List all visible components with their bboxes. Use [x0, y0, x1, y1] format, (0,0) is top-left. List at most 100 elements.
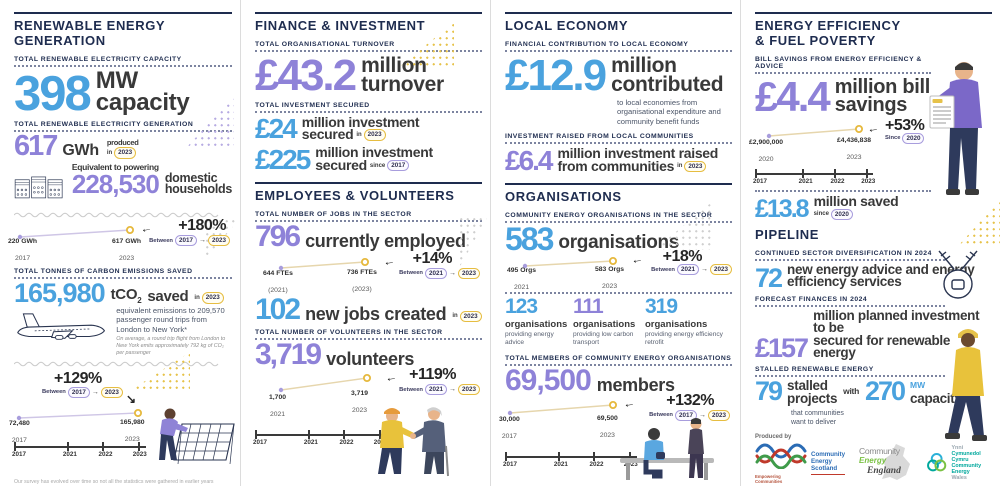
divider — [255, 110, 482, 113]
stat-description: providing low carbon transport — [573, 330, 634, 347]
stat-unit: organisations — [573, 318, 636, 330]
section-title: FINANCE & INVESTMENT — [255, 18, 426, 33]
stat-unit: tCO2 — [110, 285, 142, 305]
point-value: 1,700 — [269, 393, 287, 401]
trend-line — [16, 408, 143, 420]
arrow-icon: → — [198, 237, 206, 245]
stat-unit: million investment — [315, 144, 433, 161]
stat-unit: MW capacity — [95, 66, 190, 116]
stat-unit: million contributed — [611, 53, 724, 97]
column-renewable-energy-generation: RENEWABLE ENERGY GENERATION TOTAL RENEWA… — [0, 0, 240, 486]
axis-year: 2017 — [253, 439, 268, 447]
stat-value-invest-since: £225 — [255, 144, 311, 176]
logo-text: Community — [811, 450, 846, 458]
point-value: 644 FTEs — [263, 269, 293, 277]
divider — [505, 291, 732, 294]
logo-text: Energy — [859, 455, 887, 465]
year-badge: 2017 — [674, 409, 697, 421]
worker-in-yellow-illustration — [945, 328, 987, 441]
year-badge: 2021 — [676, 263, 699, 276]
stat-label: TOTAL MEMBERS OF COMMUNITY ENERGY ORGANI… — [505, 354, 732, 362]
divider — [755, 12, 992, 14]
buildings-icon — [14, 176, 63, 199]
axis-year: 2021 — [553, 461, 568, 469]
divider — [505, 363, 732, 366]
point-year: 2023 — [124, 435, 140, 443]
stat-unit: GWh — [62, 142, 99, 160]
transformer-icon — [938, 250, 978, 299]
stat-value: 319 — [645, 294, 678, 318]
footnote-text: On average, a round trip flight from Lon… — [116, 336, 226, 356]
breakdown-item: 111 organisations providing low carbon t… — [573, 294, 637, 348]
axis-year: 2022 — [830, 178, 845, 186]
partner-logos: Empowering Communities Community Energy … — [755, 443, 992, 484]
stat-value: 123 — [505, 294, 538, 318]
point-value: 220 GWh — [8, 237, 38, 245]
stat-value-services: 72 — [755, 262, 783, 293]
survey-footnote: Our survey has evolved over time so not … — [14, 478, 214, 485]
trend-chart-generation: 220 GWh 2017 617 GWh 2023 ← +180% Between … — [8, 217, 232, 262]
arrow-icon: ← — [629, 251, 645, 267]
arrow-icon: ← — [865, 119, 881, 136]
arrow-icon: ← — [138, 219, 154, 236]
point-year: (2021) — [268, 286, 288, 294]
percent-change: +129% — [54, 369, 102, 387]
logo-community-energy-england: Community Energy England — [859, 443, 912, 483]
logo-text: Energy — [811, 457, 832, 465]
logo-text: Community — [859, 446, 900, 457]
stat-value-raised: £6.4 — [505, 144, 553, 176]
stat-label: TOTAL NUMBER OF VOLUNTEERS IN THE SECTOR — [255, 329, 443, 337]
column-local-economy: LOCAL ECONOMY FINANCIAL CONTRIBUTION TO … — [490, 0, 740, 486]
trend-line — [522, 256, 618, 269]
stat-description: that communities want to deliver — [791, 410, 844, 427]
trend-line — [278, 373, 372, 392]
point-value: 736 FTEs — [347, 268, 377, 276]
section-title: RENEWABLE ENERGY GENERATION — [14, 18, 165, 48]
stat-unit: currently employed — [305, 231, 466, 252]
year-badge: 2023 — [457, 267, 480, 280]
trend-chart-jobs: 644 FTEs (2021) 736 FTEs (2023) ← +14% Bet… — [255, 249, 482, 294]
stat-label: TOTAL INVESTMENT SECURED — [255, 101, 370, 109]
breakdown-item: 123 organisations providing energy advic… — [505, 294, 567, 348]
stat-unit: stalled projects — [787, 378, 838, 406]
stat-unit: organisations — [645, 318, 708, 330]
logo-text: Community Energy — [951, 463, 982, 476]
stat-value-saved: £13.8 — [755, 195, 810, 224]
arrow-icon: ← — [383, 368, 399, 385]
stat-description: equivalent emissions to 209,570 passenge… — [116, 305, 225, 334]
point-value: 583 Orgs — [595, 265, 625, 273]
logo-community-energy-wales: Ynni Cymunedol Cymru Community Energy Wa… — [926, 445, 992, 481]
stat-unit: million turnover — [361, 53, 444, 97]
arrow-icon: → — [448, 386, 456, 393]
axis-year: 2022 — [98, 451, 113, 459]
stat-value-invest-2023: £24 — [255, 113, 298, 145]
wavy-divider — [14, 361, 219, 366]
axis-year: 2017 — [12, 451, 27, 459]
stat-unit: domestic households — [164, 170, 232, 197]
stat-label: STALLED RENEWABLE ENERGY — [755, 366, 874, 374]
stat-value-new-jobs: 102 — [255, 292, 301, 326]
point-value: 72,480 — [9, 419, 30, 427]
year-badge: 2017 — [67, 386, 90, 399]
point-year: 2017 — [14, 254, 31, 262]
stat-value-volunteers: 3,719 — [255, 338, 322, 372]
percent-change: +180% — [178, 216, 226, 234]
axis-year: 2021 — [303, 439, 318, 447]
arrow-icon: ← — [381, 252, 397, 269]
divider — [255, 338, 482, 341]
point-year: 2023 — [601, 283, 618, 291]
trend-line — [766, 124, 864, 138]
section-title: PIPELINE — [755, 226, 820, 242]
organisation-breakdown: 123 organisations providing energy advic… — [505, 294, 732, 348]
divider — [755, 189, 931, 192]
arrow-icon: → — [448, 269, 456, 277]
between-label: Between — [399, 386, 423, 393]
percent-change: +14% — [412, 249, 453, 267]
year-badge: 2023 — [709, 263, 732, 276]
stat-value: 111 — [573, 294, 604, 318]
column-energy-efficiency-fuel-poverty: ENERGY EFFICIENCY & FUEL POVERTY BILL SA… — [740, 0, 1000, 486]
handshake-people-illustration — [378, 407, 449, 476]
logo-tagline: Empowering Communities — [755, 473, 783, 484]
trend-line — [278, 257, 370, 270]
timeline-axis: 2017 2021 2022 2023 — [503, 451, 638, 469]
